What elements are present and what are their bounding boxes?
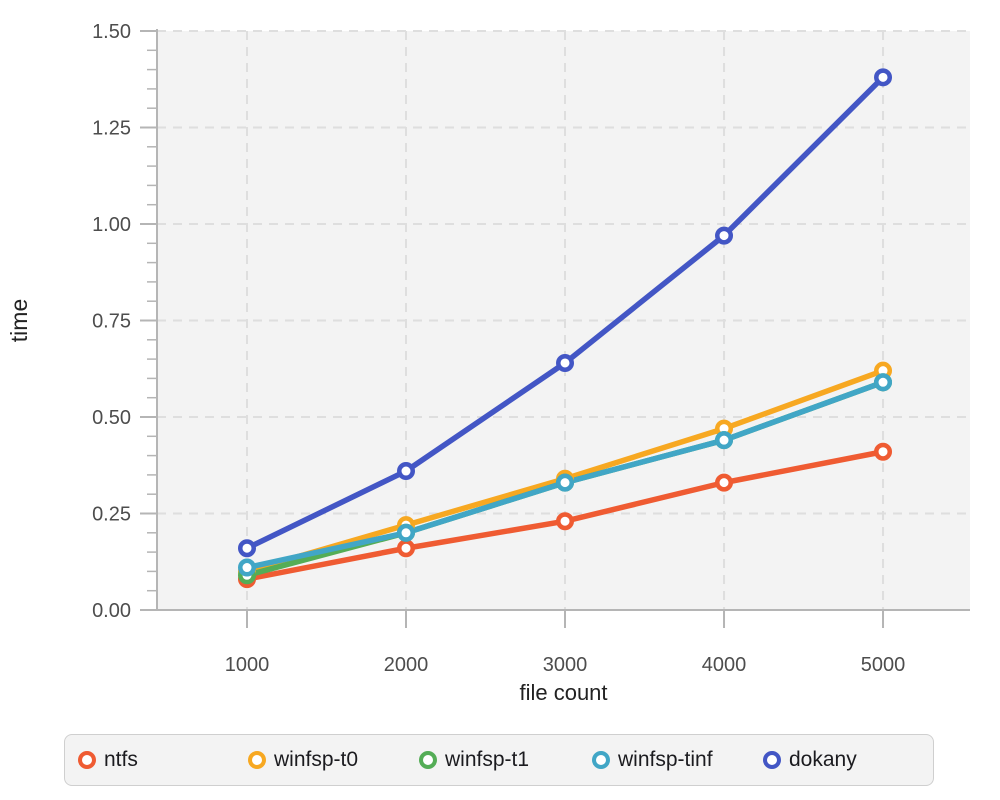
legend-marker-winfsp-t0-icon xyxy=(248,751,266,769)
legend-marker-ntfs-icon xyxy=(78,751,96,769)
data-point-winfsp-tinf-4000 xyxy=(715,431,734,450)
data-point-dokany-1000 xyxy=(237,539,256,558)
data-point-winfsp-tinf-2000 xyxy=(397,523,416,542)
x-tick-label-2000: 2000 xyxy=(384,654,429,676)
data-point-dokany-3000 xyxy=(556,353,575,372)
data-point-ntfs-5000 xyxy=(874,442,893,461)
x-tick-label-1000: 1000 xyxy=(225,654,270,676)
legend-item-winfsp-t0: winfsp-t0 xyxy=(248,748,419,772)
legend-item-ntfs: ntfs xyxy=(78,748,248,772)
legend-marker-winfsp-t1-icon xyxy=(419,751,437,769)
data-point-ntfs-2000 xyxy=(397,539,416,558)
x-tick-label-5000: 5000 xyxy=(861,654,906,676)
legend: ntfs winfsp-t0 winfsp-t1 winfsp-tinf dok… xyxy=(64,734,934,786)
y-tick-label-0.75: 0.75 xyxy=(92,311,131,333)
legend-item-winfsp-t1: winfsp-t1 xyxy=(419,748,592,772)
plot-svg: 0.00 0.25 0.50 0.75 1.00 1.25 1.50 1000 2000 3000… xyxy=(6,21,970,705)
legend-item-dokany: dokany xyxy=(763,748,857,772)
y-tick-label-1.00: 1.00 xyxy=(92,214,131,236)
data-point-dokany-4000 xyxy=(715,226,734,245)
data-point-ntfs-3000 xyxy=(556,512,575,531)
y-tick-label-0.25: 0.25 xyxy=(92,504,131,526)
legend-marker-winfsp-tinf-icon xyxy=(592,751,610,769)
x-axis-title: file count xyxy=(519,680,607,705)
y-tick-label-0.00: 0.00 xyxy=(92,600,131,622)
x-tick-label-3000: 3000 xyxy=(543,654,588,676)
data-point-winfsp-tinf-5000 xyxy=(874,373,893,392)
data-point-winfsp-tinf-3000 xyxy=(556,473,575,492)
data-point-dokany-2000 xyxy=(397,462,416,481)
data-point-winfsp-tinf-1000 xyxy=(237,558,256,577)
y-tick-label-1.25: 1.25 xyxy=(92,118,131,140)
y-tick-label-0.50: 0.50 xyxy=(92,407,131,429)
legend-label-ntfs: ntfs xyxy=(104,748,138,771)
y-tick-label-1.50: 1.50 xyxy=(92,21,131,43)
legend-marker-dokany-icon xyxy=(763,751,781,769)
legend-label-winfsp-tinf: winfsp-tinf xyxy=(618,748,713,771)
legend-label-dokany: dokany xyxy=(789,748,857,771)
legend-label-winfsp-t1: winfsp-t1 xyxy=(445,748,530,771)
y-axis-title: time xyxy=(6,299,32,342)
legend-item-winfsp-tinf: winfsp-tinf xyxy=(592,748,763,772)
legend-label-winfsp-t0: winfsp-t0 xyxy=(274,748,359,771)
data-point-dokany-5000 xyxy=(874,68,893,87)
x-tick-label-4000: 4000 xyxy=(702,654,747,676)
data-point-ntfs-4000 xyxy=(715,473,734,492)
